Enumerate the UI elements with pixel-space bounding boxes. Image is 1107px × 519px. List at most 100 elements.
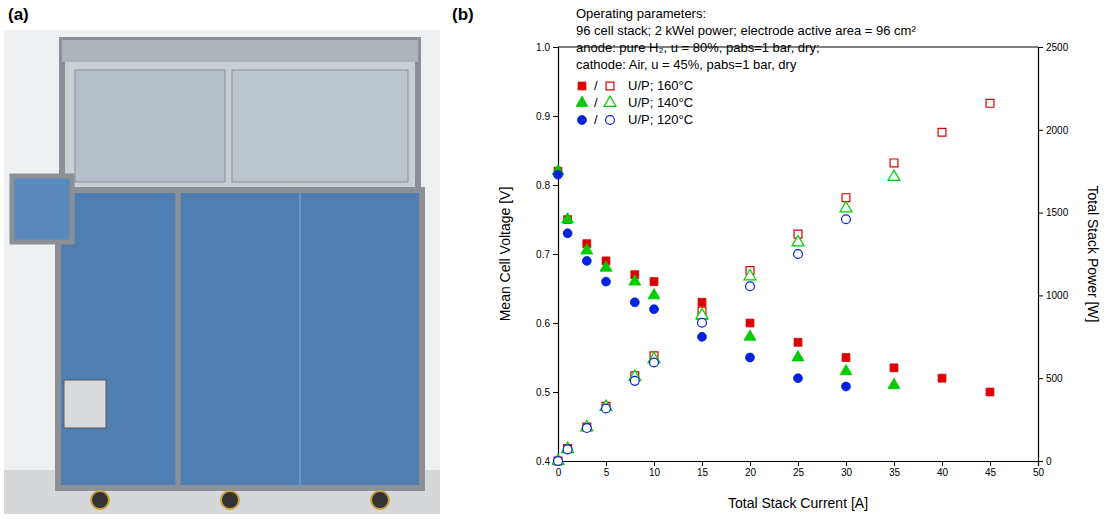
marker	[650, 278, 658, 286]
door-split	[176, 190, 181, 488]
tick: 0	[1038, 456, 1052, 467]
marker	[842, 215, 851, 224]
marker	[746, 282, 755, 291]
marker	[562, 213, 574, 223]
marker	[840, 364, 852, 374]
y2-axis-title: Total Stack Power [W]	[1085, 186, 1101, 323]
axis-line	[1039, 48, 1044, 462]
series	[552, 170, 900, 464]
marker	[842, 354, 850, 362]
tick-mark	[606, 461, 607, 466]
tick: 500	[1038, 373, 1063, 384]
glass-right	[232, 70, 408, 182]
tick-label: 500	[1046, 373, 1063, 384]
marker	[794, 250, 803, 259]
marker	[554, 170, 563, 179]
tick-label: 10	[649, 467, 661, 478]
tick-mark	[553, 47, 558, 48]
tick: 20	[745, 461, 757, 478]
marker	[602, 404, 611, 413]
panel-label: (b)	[452, 5, 474, 24]
tick: 0.7	[536, 249, 558, 260]
vent-grille	[64, 380, 106, 428]
upper-frame	[62, 40, 418, 190]
side-box	[12, 176, 72, 242]
plot-area	[552, 99, 994, 465]
marker	[602, 277, 611, 286]
marker	[792, 235, 804, 245]
legend-label: U/P; 160°C	[628, 78, 693, 93]
annotation: anode: pure H₂, u = 80%, pabs=1 bar, dry…	[576, 40, 820, 55]
tick: 5	[604, 461, 610, 478]
tick: 50	[1033, 461, 1045, 478]
marker	[581, 244, 593, 254]
tick-mark	[553, 254, 558, 255]
photo	[4, 30, 440, 514]
tick-label: 0.9	[536, 111, 550, 122]
wheel	[221, 491, 239, 509]
annotation: cathode: Air, u = 45%, pabs=1 bar, dry	[576, 57, 797, 72]
tick-label: 40	[937, 467, 949, 478]
tick-mark	[846, 461, 847, 466]
tick-mark	[1038, 130, 1043, 131]
panel-split	[299, 190, 301, 488]
y-axis: 0.40.50.60.70.80.91.0	[536, 42, 558, 467]
tick-label: 5	[604, 467, 610, 478]
tick-label: 20	[745, 467, 757, 478]
marker	[986, 99, 994, 107]
tick: 1.0	[536, 42, 558, 53]
tick-mark	[654, 461, 655, 466]
marker	[582, 256, 591, 265]
tick-label: 15	[697, 467, 709, 478]
series	[552, 164, 900, 388]
wheel	[371, 491, 389, 509]
marker	[629, 275, 641, 285]
tick: 45	[985, 461, 997, 478]
tick-mark	[553, 116, 558, 117]
marker	[696, 308, 708, 318]
marker	[888, 170, 900, 180]
marker	[746, 319, 754, 327]
marker	[650, 358, 659, 367]
tick: 15	[697, 461, 709, 478]
marker	[890, 159, 898, 167]
figure: (a)(b)051015202530354045500.40.50.60.70.…	[0, 0, 1107, 519]
marker	[554, 457, 563, 466]
legend-separator: /	[594, 78, 598, 93]
axis-line	[553, 48, 559, 462]
tick: 40	[937, 461, 949, 478]
y-axis-title: Mean Cell Voltage [V]	[497, 187, 513, 322]
series	[554, 215, 851, 466]
panel-label: (a)	[8, 5, 29, 24]
tick-label: 25	[793, 467, 805, 478]
series	[554, 99, 994, 465]
marker	[554, 457, 562, 465]
marker	[888, 378, 900, 388]
marker	[698, 332, 707, 341]
marker	[938, 128, 946, 136]
marker	[744, 330, 756, 340]
legend-item: /U/P; 140°C	[576, 95, 693, 110]
tick-label: 2500	[1046, 42, 1069, 53]
tick-label: 0	[556, 467, 562, 478]
tick: 1500	[1038, 207, 1069, 218]
marker	[552, 454, 564, 464]
marker	[630, 298, 639, 307]
top-rail	[62, 40, 418, 62]
legend-marker	[606, 116, 615, 125]
x-axis: 05101520253035404550	[556, 461, 1045, 478]
legend-item: / U/P; 160°C	[578, 78, 693, 93]
glass-left	[75, 70, 225, 182]
tick-mark	[990, 461, 991, 466]
marker	[600, 261, 612, 271]
tick: 0.9	[536, 111, 558, 122]
tick: 2000	[1038, 125, 1069, 136]
tick-mark	[1038, 47, 1043, 48]
tick-mark	[1038, 213, 1043, 214]
series	[554, 167, 994, 396]
tick-mark	[894, 461, 895, 466]
tick-mark	[798, 461, 799, 466]
marker	[792, 351, 804, 361]
legend-marker	[604, 96, 616, 106]
annotations: Operating parameters:96 cell stack; 2 kW…	[576, 6, 916, 72]
